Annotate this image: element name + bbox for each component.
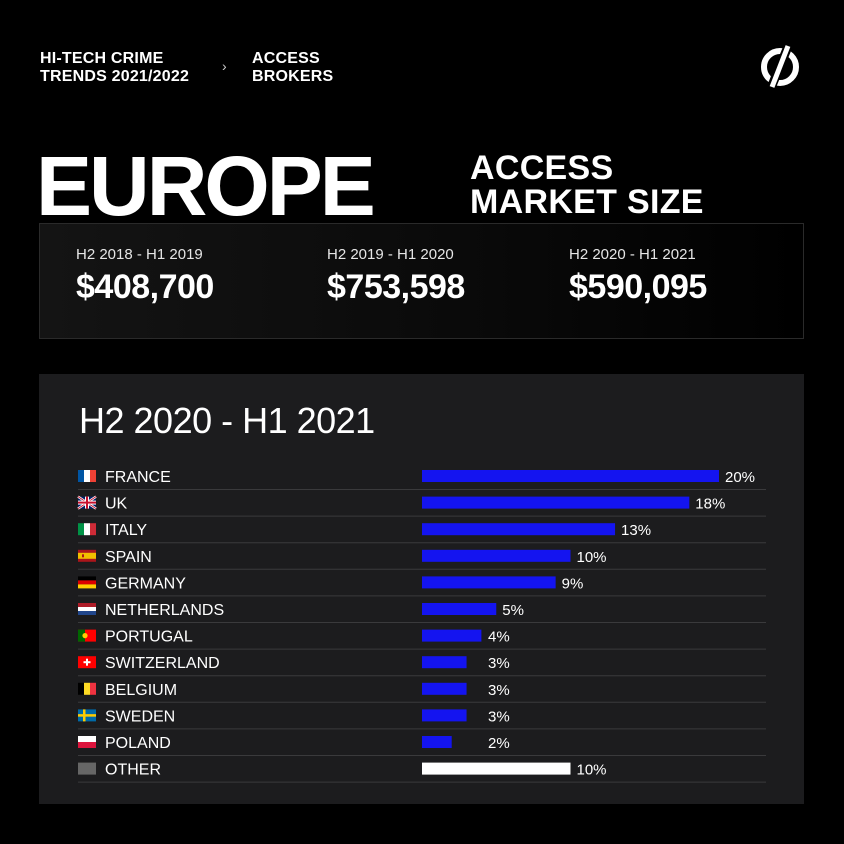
bar-netherlands (422, 603, 497, 615)
stat-value: $408,700 (76, 268, 214, 306)
value-label-france: 20% (725, 469, 755, 486)
france-flag-icon (78, 470, 96, 482)
value-label-italy: 13% (621, 522, 651, 539)
bar-other (422, 762, 571, 775)
bar-portugal (422, 629, 482, 642)
bar-spain (422, 549, 571, 562)
country-label-portugal: PORTUGAL (105, 629, 193, 646)
bar-france (422, 470, 719, 482)
bar-uk (422, 496, 690, 509)
country-label-netherlands: NETHERLANDS (105, 602, 224, 619)
country-label-switzerland: SWITZERLAND (105, 655, 220, 672)
group-ib-logo-icon (761, 42, 799, 90)
market-size-stats: H2 2018 - H1 2019 $408,700 H2 2019 - H1 … (39, 223, 804, 339)
stat-value: $590,095 (569, 268, 707, 306)
value-label-germany: 9% (562, 575, 584, 592)
netherlands-flag-icon (78, 603, 96, 615)
country-share-chart-panel: H2 2020 - H1 2021 FRANCE 20% UK 18% ITALY 13%… (39, 374, 804, 804)
value-label-spain: 10% (577, 549, 607, 566)
breadcrumb-report-line2: TRENDS 2021/2022 (40, 68, 190, 85)
chart-title: H2 2020 - H1 2021 (79, 400, 375, 441)
breadcrumb-report[interactable]: HI-TECH CRIME TRENDS 2021/2022 (40, 50, 189, 86)
sweden-flag-icon (78, 709, 96, 722)
country-label-germany: GERMANY (105, 575, 186, 592)
country-label-belgium: BELGIUM (105, 682, 177, 699)
value-label-other: 10% (577, 762, 607, 779)
stat-2019-2020: H2 2019 - H1 2020 $753,598 (327, 246, 465, 307)
bar-sweden (422, 709, 467, 722)
stat-value: $753,598 (327, 268, 465, 306)
bar-belgium (422, 682, 467, 695)
value-label-uk: 18% (695, 496, 725, 513)
value-label-sweden: 3% (488, 708, 510, 725)
country-share-bar-chart: FRANCE 20% UK 18% ITALY 13% SPAIN 10% GERMANY 9% N… (77, 469, 766, 783)
germany-flag-icon (78, 576, 96, 589)
country-label-other: OTHER (105, 762, 161, 779)
breadcrumb-section[interactable]: ACCESS BROKERS (252, 50, 333, 86)
other-flag-icon (78, 762, 96, 775)
country-label-spain: SPAIN (105, 549, 152, 566)
value-label-poland: 2% (488, 735, 510, 752)
uk-flag-icon (77, 495, 97, 510)
bar-germany (422, 576, 556, 589)
value-label-belgium: 3% (488, 682, 510, 699)
italy-flag-icon (78, 523, 96, 536)
country-label-sweden: SWEDEN (105, 708, 175, 725)
poland-flag-icon (78, 736, 96, 748)
spain-flag-icon (78, 549, 96, 562)
breadcrumb-separator-icon: › (222, 58, 227, 74)
breadcrumb-section-line1: ACCESS (252, 50, 320, 67)
country-label-italy: ITALY (105, 522, 147, 539)
value-label-netherlands: 5% (502, 602, 524, 619)
breadcrumb-report-line1: HI-TECH CRIME (40, 50, 164, 67)
portugal-flag-icon (78, 629, 96, 642)
stat-period: H2 2019 - H1 2020 (327, 246, 454, 263)
country-label-uk: UK (105, 496, 128, 513)
stat-period: H2 2018 - H1 2019 (76, 246, 203, 263)
value-label-portugal: 4% (488, 629, 510, 646)
bar-poland (422, 736, 452, 748)
country-label-france: FRANCE (105, 469, 171, 486)
page-subtitle-line2: MARKET SIZE (470, 183, 704, 221)
switzerland-flag-icon (78, 656, 96, 669)
stat-2020-2021: H2 2020 - H1 2021 $590,095 (569, 246, 707, 307)
bar-italy (422, 523, 616, 536)
bar-switzerland (422, 656, 467, 669)
page-subtitle-line1: ACCESS (470, 149, 614, 187)
country-label-poland: POLAND (105, 735, 171, 752)
value-label-switzerland: 3% (488, 655, 510, 672)
breadcrumb-section-line2: BROKERS (252, 68, 334, 85)
stat-period: H2 2020 - H1 2021 (569, 246, 696, 263)
page-title: EUROPE (36, 139, 376, 233)
belgium-flag-icon (78, 682, 96, 695)
stat-2018-2019: H2 2018 - H1 2019 $408,700 (76, 246, 214, 307)
